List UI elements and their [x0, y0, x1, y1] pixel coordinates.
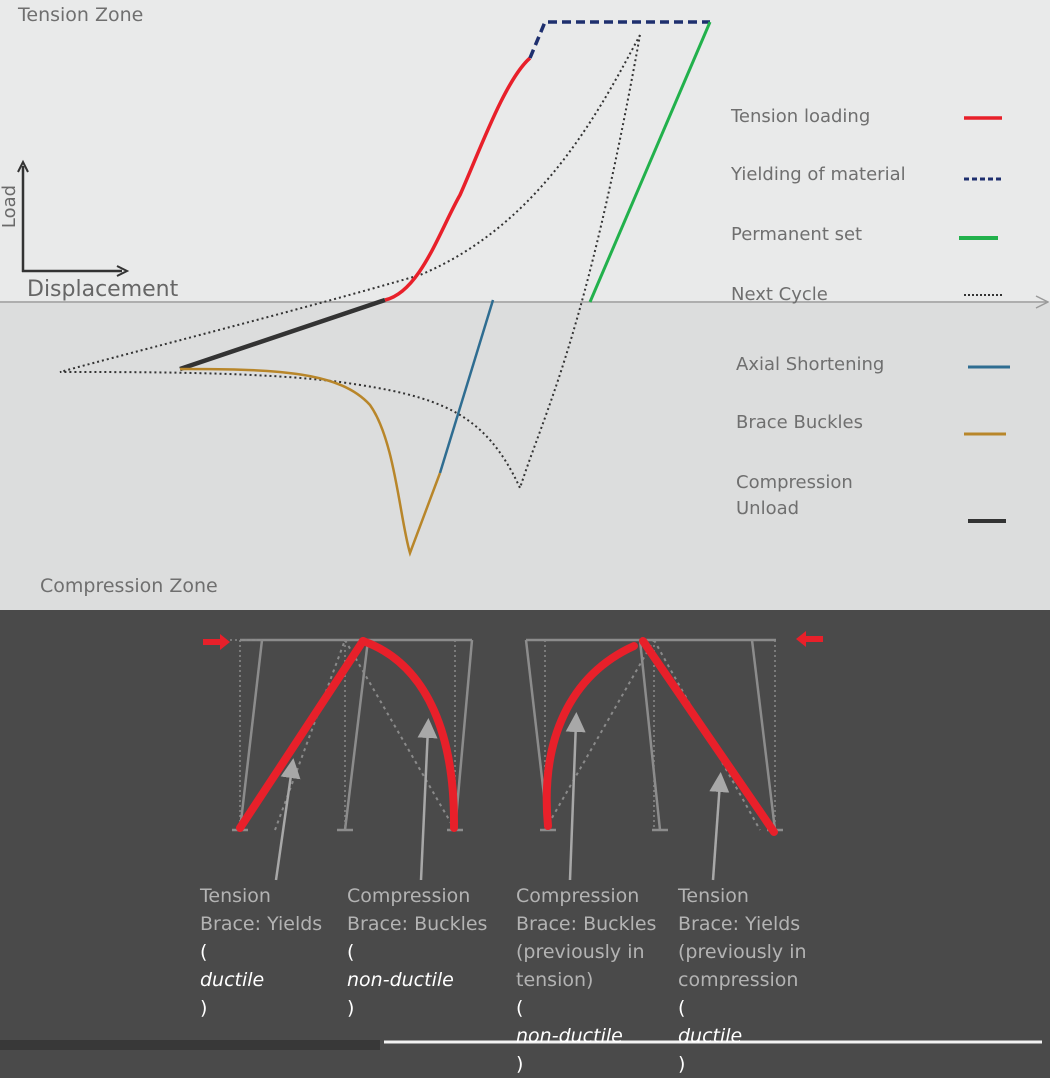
displacement-axis-arrowhead	[116, 265, 130, 277]
left-tension-brace	[236, 637, 367, 832]
caption-line: Brace: Yields	[200, 913, 323, 935]
left-load-arrow	[203, 634, 230, 650]
tension-zone-label: Tension Zone	[18, 4, 144, 26]
caption-left-tension-brace: Tension Brace: Yields ( ductile)	[200, 882, 322, 1022]
compression-zone-background	[0, 303, 1050, 610]
zero-load-axis-arrow	[1035, 295, 1050, 309]
permanent-set-curve	[588, 21, 712, 303]
caption-paren: (	[200, 941, 208, 963]
pointer-arrow-3	[565, 712, 586, 881]
caption-line: Brace: Yields	[678, 913, 801, 935]
caption-ductility-note: ductile	[678, 1025, 743, 1047]
next-cycle-curve	[59, 34, 641, 491]
brace-buckles-curve	[179, 367, 442, 557]
legend-label-compression-unload-line2: Unload	[736, 498, 800, 519]
caption-line: (previously in	[516, 941, 645, 963]
caption-right-compression-brace: Compression Brace: Buckles (previously i…	[516, 882, 656, 1078]
caption-line: Brace: Buckles	[516, 913, 657, 935]
right-tension-brace	[639, 637, 778, 836]
caption-ductility-note: non-ductile	[516, 1025, 623, 1047]
caption-line: compression	[678, 969, 799, 991]
caption-left-compression-brace: Compression Brace: Buckles ( non-ductile)	[347, 882, 487, 1022]
load-axis-arrowhead	[17, 159, 29, 173]
legend-label-yielding: Yielding of material	[731, 164, 906, 185]
caption-line: Brace: Buckles	[347, 913, 488, 935]
left-compression-brace	[359, 637, 459, 832]
compression-zone-label: Compression Zone	[40, 575, 218, 597]
bottom-strip-dark	[0, 1040, 380, 1050]
caption-line: Compression	[516, 885, 640, 907]
tension-zone-background	[0, 0, 1050, 303]
pointer-arrow-1	[274, 758, 301, 881]
pointer-arrow-4	[709, 772, 730, 881]
caption-paren: )	[347, 997, 355, 1019]
caption-ductility-note: ductile	[200, 969, 265, 991]
legend-label-permanent-set: Permanent set	[731, 224, 863, 245]
legend-label-axial-shortening: Axial Shortening	[736, 354, 885, 375]
right-load-arrow	[796, 631, 823, 647]
axial-shortening-curve	[438, 299, 495, 474]
caption-paren: (	[516, 997, 524, 1019]
caption-paren: (	[678, 997, 686, 1019]
caption-line: (previously in	[678, 941, 807, 963]
caption-paren: (	[347, 941, 355, 963]
displacement-axis-label: Displacement	[27, 277, 179, 302]
legend-label-compression-unload: Compression Unload	[736, 470, 853, 522]
caption-paren: )	[678, 1053, 686, 1075]
right-compression-brace	[542, 642, 638, 830]
caption-line: Tension	[200, 885, 271, 907]
legend-label-next-cycle: Next Cycle	[731, 284, 828, 305]
caption-right-tension-brace: Tension Brace: Yields (previously in com…	[678, 882, 807, 1078]
legend-label-brace-buckles: Brace Buckles	[736, 412, 864, 433]
caption-paren: )	[516, 1053, 524, 1075]
caption-ductility-note: non-ductile	[347, 969, 454, 991]
yielding-curve	[528, 20, 710, 59]
caption-line: tension)	[516, 969, 594, 991]
tension-loading-curve	[384, 56, 532, 302]
caption-paren: )	[200, 997, 208, 1019]
figure-graphics	[0, 0, 1050, 1050]
caption-line: Tension	[678, 885, 749, 907]
brace-illustration-background	[0, 610, 1050, 1050]
compression-unload-curve	[179, 297, 386, 372]
legend-label-tension-loading: Tension loading	[731, 106, 871, 127]
caption-line: Compression	[347, 885, 471, 907]
left-braced-frame	[203, 634, 474, 832]
load-axis-label: Load	[0, 184, 21, 229]
legend-label-compression-unload-line1: Compression	[736, 472, 853, 493]
pointer-arrow-2	[417, 718, 438, 881]
right-braced-frame	[524, 631, 823, 836]
